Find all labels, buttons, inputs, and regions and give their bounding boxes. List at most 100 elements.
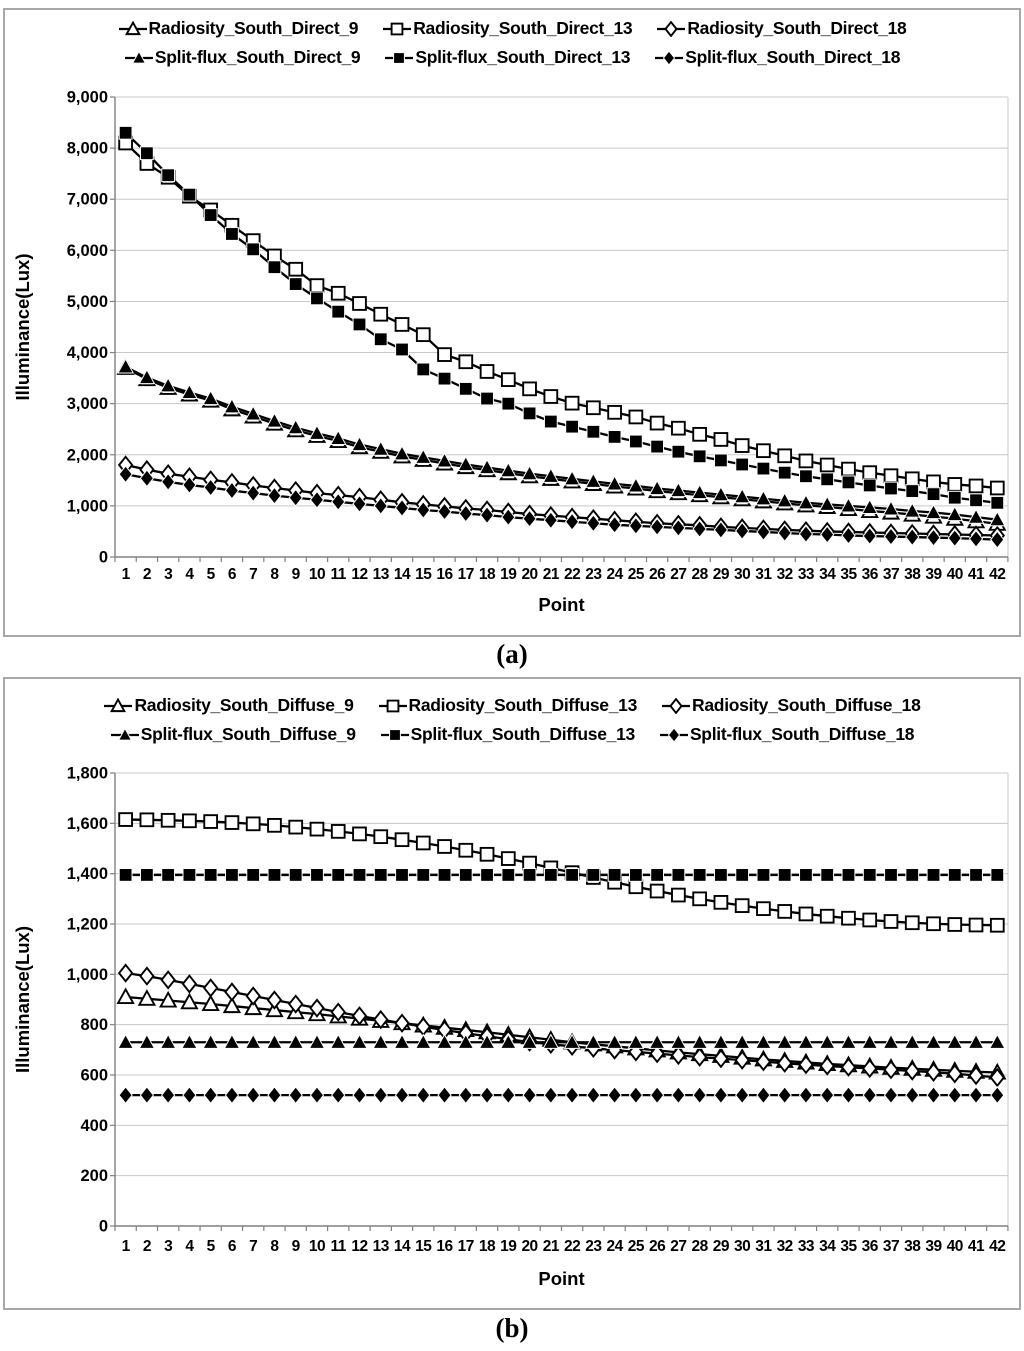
data-point-marker: [352, 868, 367, 882]
y-tick-label: 4,000: [67, 344, 108, 362]
data-point-marker: [203, 208, 218, 222]
data-point-marker: [904, 471, 920, 487]
data-point-marker: [926, 916, 941, 932]
data-point-marker: [883, 1059, 899, 1080]
data-point-marker: [671, 420, 686, 436]
legend-label: Split-flux_South_Diffuse_18: [689, 724, 915, 744]
data-point-marker: [734, 898, 750, 913]
data-point-marker: [968, 529, 984, 548]
data-point-marker: [224, 481, 240, 500]
data-point-marker: [543, 868, 558, 882]
data-point-marker: [841, 475, 856, 490]
data-point-marker: [733, 1033, 751, 1049]
data-point-marker: [947, 1064, 963, 1084]
data-point-marker: [351, 435, 368, 452]
data-point-marker: [648, 1033, 666, 1049]
x-tick-label: 6: [228, 566, 237, 583]
data-point-marker: [138, 1033, 156, 1049]
data-point-marker: [287, 994, 304, 1014]
data-point-marker: [756, 868, 771, 882]
x-tick-label: 32: [777, 1238, 793, 1255]
data-point-marker: [266, 1033, 283, 1049]
data-point-marker: [394, 1013, 410, 1033]
data-point-marker: [861, 498, 879, 515]
data-point-marker: [415, 835, 431, 851]
data-point-marker: [586, 400, 601, 416]
legend-a-row-2: Split-flux_South_Direct_9 Split-flux_Sout…: [124, 47, 900, 68]
data-point-marker: [352, 296, 367, 311]
data-point-marker: [714, 868, 728, 882]
data-point-marker: [840, 1057, 857, 1077]
data-point-marker: [202, 389, 220, 406]
data-point-marker: [649, 415, 665, 431]
legend-b-row-1: Radiosity_South_Diffuse_9 Radiosity_South…: [103, 695, 921, 716]
data-point-marker: [522, 855, 537, 871]
data-point-marker: [394, 832, 410, 848]
y-tick-label: 5,000: [67, 293, 108, 311]
data-point-marker: [650, 439, 665, 454]
data-point-marker: [883, 914, 899, 929]
data-point-marker: [181, 1033, 198, 1049]
x-tick-label: 13: [373, 566, 390, 583]
series-line: [125, 366, 998, 525]
legend-item: Radiosity_South_Direct_9: [118, 18, 359, 39]
data-point-marker: [841, 526, 856, 545]
x-tick-label: 17: [458, 1238, 474, 1255]
chart-b-panel: Radiosity_South_Diffuse_9 Radiosity_South…: [3, 677, 1021, 1310]
y-tick-label: 3,000: [67, 395, 108, 413]
data-point-marker: [522, 1086, 537, 1105]
data-point-marker: [416, 500, 431, 519]
diamond-filled-legend-icon: [655, 49, 684, 66]
data-point-marker: [989, 480, 1005, 496]
axes: [110, 96, 1009, 562]
data-point-marker: [139, 469, 155, 488]
x-tick-label: 28: [692, 1238, 709, 1255]
data-point-marker: [903, 1033, 921, 1049]
x-tick-label: 19: [500, 1238, 517, 1255]
y-tick-label: 800: [80, 1016, 108, 1034]
legend-item: Split-flux_South_Direct_18: [654, 47, 900, 68]
data-point-marker: [990, 1086, 1005, 1105]
data-point-marker: [905, 868, 920, 882]
data-point-marker: [756, 461, 771, 476]
data-point-marker: [947, 529, 962, 548]
legend-a: Radiosity_South_Direct_9 Radiosity_South_…: [5, 18, 1019, 68]
series-line: [124, 131, 998, 504]
data-point-marker: [840, 497, 857, 513]
legend-marker: [117, 726, 132, 741]
x-tick-label: 12: [351, 1238, 367, 1255]
data-point-marker: [117, 1033, 135, 1049]
data-point-marker: [586, 868, 601, 882]
data-point-marker: [521, 464, 538, 481]
data-point-marker: [522, 381, 537, 397]
data-point-marker: [373, 1086, 388, 1105]
data-point-marker: [862, 1086, 877, 1105]
data-point-marker: [479, 506, 495, 525]
data-point-marker: [925, 1033, 942, 1049]
data-point-marker: [330, 824, 346, 839]
data-point-marker: [415, 327, 431, 343]
data-point-marker: [799, 868, 813, 882]
x-tick-label: 34: [819, 566, 836, 583]
data-point-marker: [310, 291, 324, 306]
data-point-marker: [394, 498, 410, 517]
data-point-marker: [159, 1033, 177, 1049]
data-point-marker: [395, 868, 409, 882]
data-point-marker: [926, 528, 941, 547]
data-point-marker: [926, 1086, 941, 1105]
x-tick-label: 21: [543, 566, 560, 583]
data-point-marker: [118, 125, 133, 140]
data-point-marker: [479, 1086, 495, 1105]
legend-label: Split-flux_South_Diffuse_13: [410, 724, 636, 744]
data-point-marker: [756, 1086, 771, 1105]
data-point-marker: [777, 904, 793, 919]
legend-label: Radiosity_South_Diffuse_18: [692, 695, 921, 715]
data-point-marker: [990, 530, 1005, 549]
data-point-marker: [904, 915, 920, 931]
data-point-marker: [331, 492, 346, 511]
data-point-marker: [331, 868, 346, 882]
data-point-marker: [841, 1086, 856, 1105]
data-point-marker: [116, 987, 135, 1005]
data-point-marker: [118, 868, 133, 882]
y-tick-labels: 0 1,000 2,000 3,000 4,000 5,000 6,000 7,000 8,00…: [67, 89, 108, 567]
